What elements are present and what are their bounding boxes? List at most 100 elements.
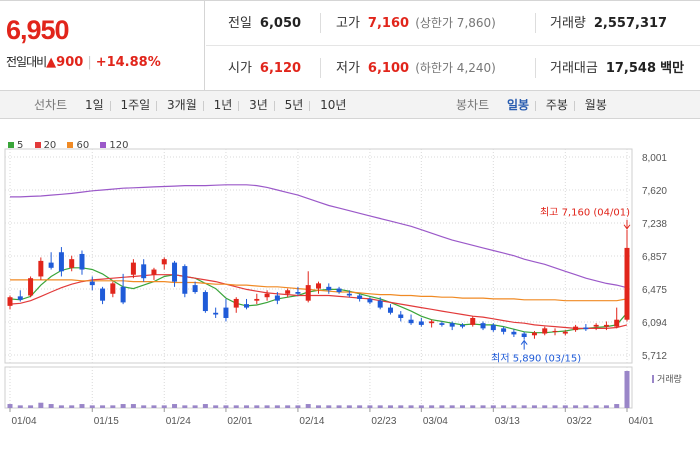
up-arrow-icon: ▲ xyxy=(46,55,57,70)
volume-bar xyxy=(357,405,363,408)
volume-bar xyxy=(28,405,34,408)
volume-bar xyxy=(614,404,620,408)
volume-bar xyxy=(501,405,507,408)
tab-5y[interactable]: 5년 xyxy=(284,98,304,112)
volume-bar xyxy=(213,405,219,408)
tab-1w[interactable]: 1주일 xyxy=(120,98,151,112)
candle-body xyxy=(69,259,75,268)
tab-weekly[interactable]: 주봉 xyxy=(545,98,568,112)
volume-bar xyxy=(470,405,476,408)
legend-label: 120 xyxy=(109,140,129,151)
candle-body xyxy=(490,324,496,331)
low-annotation: 최저 5,890 (03/15) xyxy=(491,353,581,365)
candle-body xyxy=(603,324,609,327)
tab-3m[interactable]: 3개월 xyxy=(167,98,197,112)
volume-bar xyxy=(172,404,178,408)
candle-body xyxy=(223,307,229,318)
x-tick-label: 01/15 xyxy=(94,416,119,427)
candle-body xyxy=(151,269,157,275)
low-value: 6,100 xyxy=(367,61,410,76)
tab-daily[interactable]: 일봉 xyxy=(506,98,530,112)
volume-bar xyxy=(573,405,579,408)
candle-body xyxy=(552,330,558,332)
y-tick-label: 6,094 xyxy=(642,318,667,329)
tab-10y[interactable]: 10년 xyxy=(320,98,347,112)
volume-bar xyxy=(264,405,270,408)
tab-3y[interactable]: 3년 xyxy=(249,98,268,112)
candle-body xyxy=(244,304,250,308)
candle-body xyxy=(542,328,548,334)
y-tick-label: 7,620 xyxy=(642,186,667,197)
volume-bar xyxy=(89,405,95,408)
amount-value: 17,548 xyxy=(605,61,657,76)
open-price: 시가 6,120 xyxy=(228,46,301,91)
volume-bar xyxy=(79,404,85,408)
volume-bar xyxy=(603,405,609,408)
volume-legend-swatch xyxy=(652,375,654,383)
open-value: 6,120 xyxy=(259,61,302,76)
prev-close-value: 6,050 xyxy=(259,16,302,31)
y-tick-label: 7,238 xyxy=(642,219,667,230)
divider xyxy=(320,58,321,78)
candle-body xyxy=(274,295,280,301)
volume-bar xyxy=(336,405,342,408)
tab-1y[interactable]: 1년 xyxy=(213,98,233,112)
candle-body xyxy=(398,314,404,318)
candle-body xyxy=(418,321,424,325)
tab-monthly[interactable]: 월봉 xyxy=(584,98,607,112)
quote-row-2: 시가 6,120 저가 6,100 (하한가 4,240) 거래대금 17,548 백… xyxy=(206,46,700,91)
candle-body xyxy=(48,262,54,268)
candle-body xyxy=(367,298,373,303)
volume-label: 거래량 xyxy=(550,16,586,31)
candle-body xyxy=(233,298,239,308)
volume-bar xyxy=(7,404,13,408)
amount-unit: 백만 xyxy=(660,61,685,76)
volume-bar xyxy=(110,405,116,408)
volume-bar xyxy=(459,405,465,408)
volume-bar xyxy=(408,405,414,408)
prev-close-label: 전일 xyxy=(228,16,252,31)
volume-bar xyxy=(449,405,455,408)
price-plot-frame xyxy=(4,148,633,364)
legend-ma20: 20 xyxy=(34,140,56,151)
divider xyxy=(309,100,311,111)
candle-body xyxy=(408,319,414,324)
volume-bar xyxy=(285,405,291,408)
volume-bar xyxy=(387,405,393,408)
period-tabs: 선차트 1일 1주일 3개월 1년 3년 5년 10년 xyxy=(34,91,350,119)
volume-bar xyxy=(151,405,157,408)
candle-body xyxy=(182,266,188,294)
candle-body xyxy=(172,262,178,282)
x-tick-label: 03/04 xyxy=(423,416,448,427)
legend-ma120: 120 xyxy=(100,140,129,151)
prev-close: 전일 6,050 xyxy=(228,1,301,46)
volume-bar xyxy=(120,404,126,408)
candle-body xyxy=(254,298,260,301)
legend-swatch xyxy=(34,142,41,148)
volume-bar xyxy=(244,405,250,408)
candle-body xyxy=(593,324,599,327)
candle-body xyxy=(100,288,106,301)
tab-1d[interactable]: 1일 xyxy=(84,98,104,112)
change-value: 900 xyxy=(56,55,84,70)
x-tick-label: 03/13 xyxy=(495,416,520,427)
volume-bar xyxy=(377,405,383,408)
candle-body xyxy=(141,264,147,279)
candle-body xyxy=(521,333,527,338)
volume-bar xyxy=(316,405,321,408)
divider xyxy=(273,100,275,111)
volume-bar xyxy=(58,405,64,408)
candle-body xyxy=(192,285,198,293)
candle-body xyxy=(583,327,589,330)
divider xyxy=(535,100,537,111)
volume-bar xyxy=(69,405,75,408)
volume-value: 2,557,317 xyxy=(593,16,668,31)
candle-chart-label: 봉차트 xyxy=(456,98,490,112)
divider xyxy=(202,100,204,111)
candle-body xyxy=(429,321,435,324)
current-price: 6,950 xyxy=(6,15,70,45)
candle-body xyxy=(336,288,342,293)
volume-bar xyxy=(429,405,435,408)
high-annotation: 최고 7,160 (04/01) xyxy=(540,207,630,219)
